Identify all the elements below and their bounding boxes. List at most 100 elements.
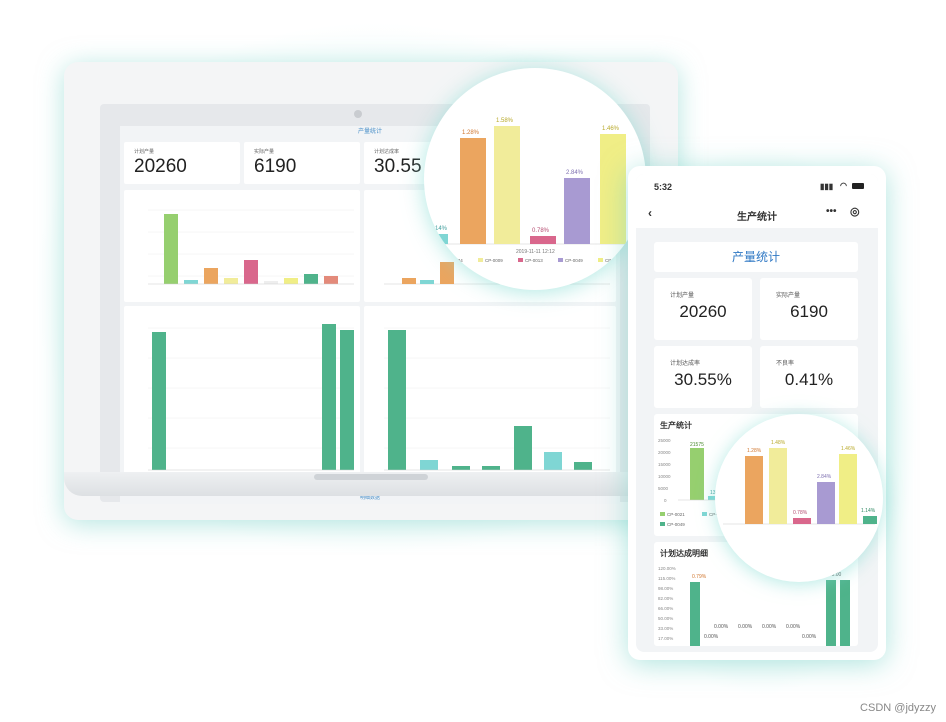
kpi-label: 计划达成率 <box>374 149 400 155</box>
bar <box>164 214 178 284</box>
bar-label: 2.84% <box>566 170 584 176</box>
battery-icon <box>852 183 864 189</box>
y-tick: 17.00% <box>658 636 673 641</box>
bar-label: 0.78% <box>532 228 550 234</box>
magnifier-lens: 1.28% 1.58% 0.78% 2.84% 1.46% 1.14% 2019… <box>424 68 646 290</box>
y-tick: 66.00% <box>658 606 673 611</box>
bar <box>817 482 835 524</box>
target-icon[interactable]: ◎ <box>850 206 860 218</box>
bar-label: 2.84% <box>817 474 832 480</box>
bar <box>494 126 520 244</box>
bar <box>564 178 590 244</box>
bar <box>152 332 166 470</box>
bar <box>184 280 198 284</box>
y-tick: 10000 <box>658 474 671 479</box>
bar <box>482 466 500 470</box>
production-chart <box>148 209 354 285</box>
webcam <box>354 110 362 118</box>
defect-detail-chart <box>384 327 610 471</box>
y-tick: 15000 <box>658 462 671 467</box>
bar <box>826 580 836 646</box>
bar <box>863 516 877 524</box>
status-time: 5:32 <box>654 182 673 192</box>
kpi-value: 20260 <box>134 156 187 177</box>
date-label: 2019-11-11 12:12 <box>516 249 555 255</box>
y-tick: 0 <box>664 498 667 503</box>
bar <box>514 426 532 470</box>
bar <box>840 580 850 646</box>
bar <box>452 466 470 470</box>
kpi-label: 实际产量 <box>776 293 801 299</box>
bar <box>769 448 787 524</box>
bar <box>690 448 704 500</box>
bar-label: 13 <box>710 490 716 496</box>
kpi-value: 0.41% <box>784 370 834 389</box>
wifi-icon: ◠ <box>840 181 847 190</box>
y-tick: 50.00% <box>658 616 673 621</box>
bar <box>690 582 700 646</box>
bar-label: 0.00% <box>762 624 777 630</box>
kpi-completion-rate: 计划达成率 30.55% <box>654 346 752 408</box>
defect-detail-panel <box>364 306 616 492</box>
watermark: CSDN @jdyzzy <box>860 702 936 714</box>
bar <box>460 138 486 244</box>
kpi-value: 30.55 <box>374 156 422 177</box>
svg-text:CP-0021: CP-0021 <box>667 512 685 517</box>
screen-title: 产量统计 <box>357 129 382 135</box>
bar <box>440 262 454 284</box>
bar <box>402 278 416 284</box>
kpi-label: 实际产量 <box>254 149 275 155</box>
bar <box>204 268 218 284</box>
plan-detail-panel <box>124 306 360 492</box>
bar-label: 105.00 <box>826 572 842 578</box>
y-tick: 25000 <box>658 438 671 443</box>
bar <box>304 274 318 284</box>
bar <box>224 278 238 284</box>
back-icon[interactable]: ‹ <box>648 206 652 220</box>
signal-icon: ▮▮▮ <box>820 182 834 191</box>
plan-detail-chart <box>148 324 354 471</box>
bar-label: 0.00% <box>704 634 719 640</box>
bar <box>322 324 336 470</box>
kpi-planned-output: 计划产量 20260 <box>124 142 240 184</box>
y-tick: 98.00% <box>658 586 673 591</box>
svg-text:CP-0049: CP-0049 <box>565 258 583 263</box>
plan-completion-chart: 120.00% 115.00% 98.00% 82.00% 66.00% 50.… <box>658 566 850 646</box>
kpi-label: 计划产量 <box>670 293 695 299</box>
nav-title: 生产统计 <box>737 212 777 223</box>
nav-bar: ‹ 生产统计 ••• ◎ <box>636 200 878 228</box>
kpi-label: 不良率 <box>776 361 795 367</box>
kpi-label: 计划达成率 <box>670 361 701 367</box>
bar-label: 0.78% <box>793 510 808 516</box>
laptop-base <box>64 472 678 496</box>
bar-label: 1.28% <box>462 130 480 136</box>
bar-label: 0.00% <box>802 634 817 640</box>
svg-text:CP-0009: CP-0009 <box>485 258 503 263</box>
y-tick: 115.00% <box>658 576 675 581</box>
bar <box>839 454 857 524</box>
kpi-value: 20260 <box>679 302 727 321</box>
laptop-notch <box>314 474 428 480</box>
bar <box>544 452 562 470</box>
bar-label: 1.48% <box>771 440 786 446</box>
bar-label: 0.00% <box>786 624 801 630</box>
bar-label: 1.14% <box>861 508 876 514</box>
panel-title: 计划达成明细 <box>660 549 708 558</box>
bar <box>574 462 592 470</box>
bar-label: 0.79% <box>692 574 707 580</box>
bar <box>793 518 811 524</box>
y-tick: 33.00% <box>658 626 673 631</box>
y-tick: 82.00% <box>658 596 673 601</box>
kpi-actual-output: 实际产量 6190 <box>760 278 858 340</box>
bar-label: 1.58% <box>496 118 514 124</box>
svg-text:CP-0013: CP-0013 <box>525 258 543 263</box>
phone-magnified-chart: 1.28% 1.48% 0.78% 2.84% 1.46% 1.14% <box>723 440 877 525</box>
status-bar: 5:32 ▮▮▮ ◠ <box>636 174 878 200</box>
bar <box>244 260 258 284</box>
bar-label: 0.00% <box>714 624 729 630</box>
more-icon[interactable]: ••• <box>826 206 837 217</box>
kpi-value: 6190 <box>790 302 828 321</box>
bar <box>600 134 626 244</box>
detail-data-link[interactable]: 明细数据 <box>359 495 380 501</box>
bar-label: 1.28% <box>747 448 762 454</box>
